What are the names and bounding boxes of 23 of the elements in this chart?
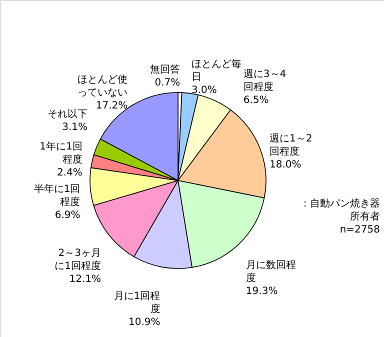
data-label: 6.9% [54,210,80,221]
slice-label: ほとんど毎日 [191,58,242,84]
data-label: 3.0% [191,85,217,96]
data-label: 3.1% [62,122,88,133]
data-label: 0.7% [154,78,180,89]
data-label: 10.9% [128,317,160,328]
data-label: 19.3% [246,286,278,298]
slice-label: 1年に1回程度 [40,140,82,166]
slice-label: 月に数回程度 [246,260,296,284]
slice-label: 無回答 [150,64,180,76]
data-label: 17.2% [96,100,128,112]
slice-label: 2～3ヶ月に1回程度 [54,248,101,272]
data-label: 2.4% [56,168,82,179]
data-label: 12.1% [69,274,101,286]
slice-label: それ以下 [48,108,88,120]
slice-label: 週に3～4回程度 [243,69,286,94]
slice-label: 週に1～2回程度 [270,133,312,158]
slice-label: ほとんど使っていない [78,74,128,99]
slice-label: 半年に1回程度 [34,182,80,208]
data-label: 6.5% [243,95,269,106]
text: ：自動パン焼き器所有者 n=2758 [300,198,380,236]
data-label: 18.0% [270,159,302,170]
slice-label: 月に1回程度 [114,291,160,316]
